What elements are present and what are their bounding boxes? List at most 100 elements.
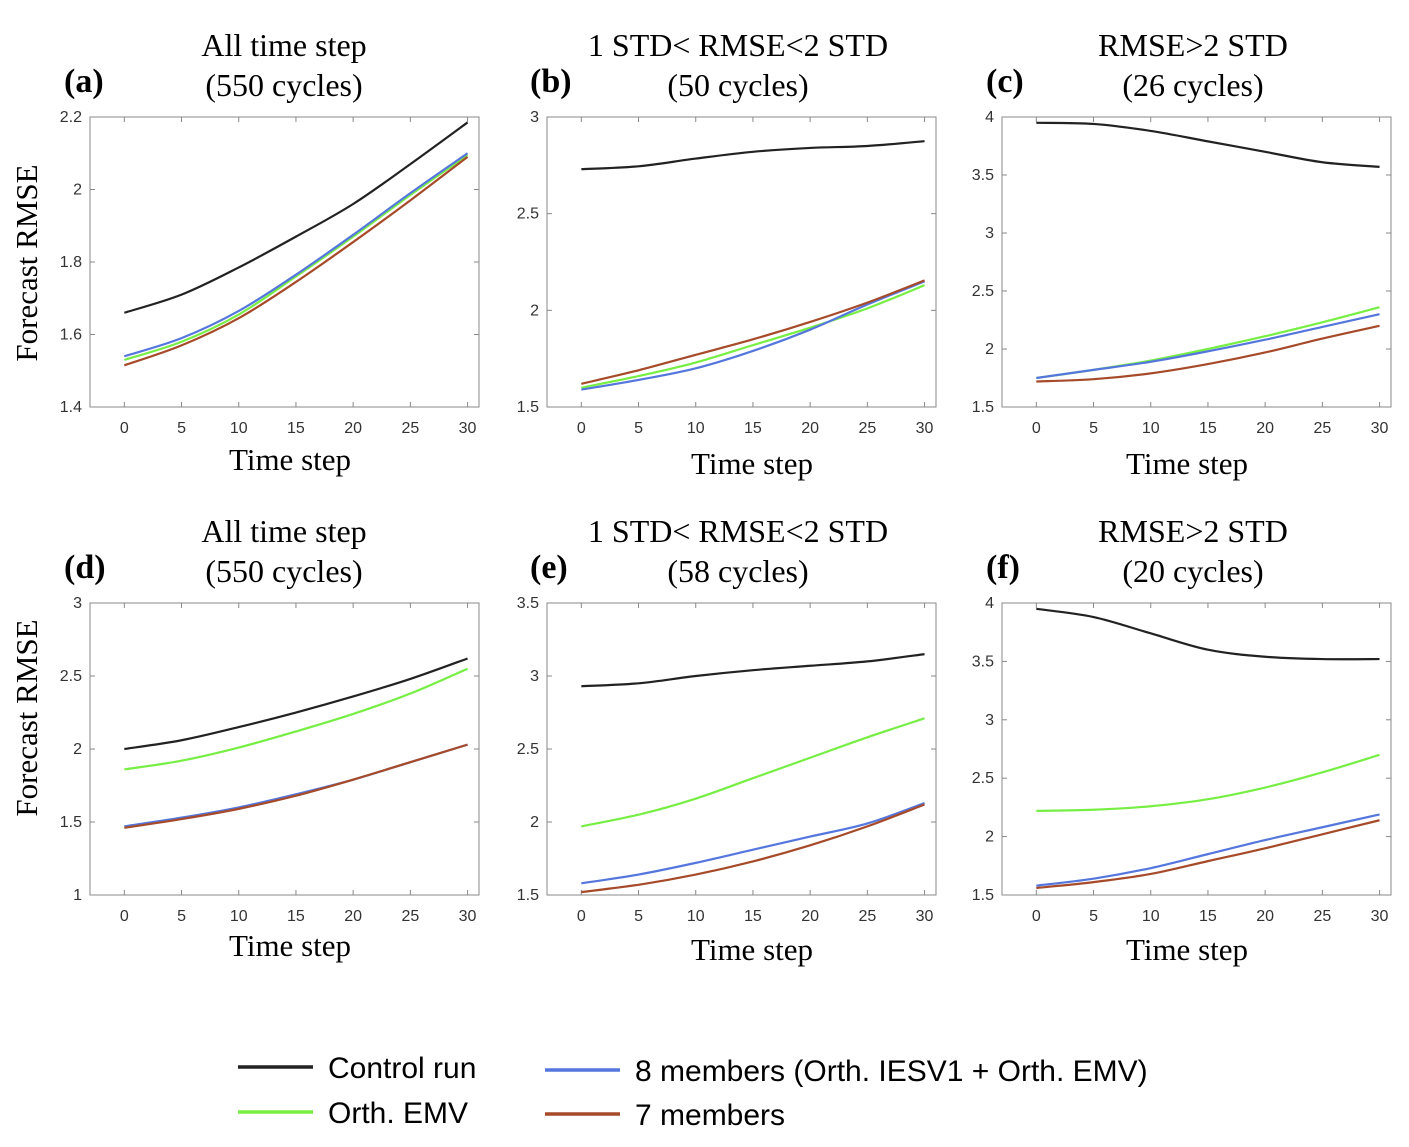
legend-label: Control run — [328, 1052, 476, 1085]
y-tick-label: 4 — [985, 595, 994, 612]
y-tick-label: 1.5 — [60, 814, 82, 831]
legend-label: 8 members (Orth. IESV1 + Orth. EMV) — [635, 1055, 1148, 1088]
legend-item-7-members: 7 members — [545, 1099, 785, 1132]
y-tick-label: 2 — [530, 814, 539, 831]
x-axis-label: Time step — [691, 446, 813, 481]
x-tick-label: 5 — [1089, 420, 1098, 437]
series-line-orth-emv — [123, 154, 469, 361]
x-tick-label: 25 — [401, 420, 419, 437]
legend-item-8-members: 8 members (Orth. IESV1 + Orth. EMV) — [545, 1055, 1148, 1088]
x-tick-label: 20 — [1256, 420, 1274, 437]
plot-area: 0 5 10 15 20 25 30 1.5 2 2.5 3 — [517, 109, 937, 437]
panel-a: All time step (550 cycles) (a) Time step… — [9, 27, 480, 477]
series-line-7-members — [124, 743, 468, 829]
y-tick-label: 1 — [73, 887, 82, 904]
panel-title-line1: All time step — [201, 513, 366, 549]
plot-area: 0 5 10 15 20 25 30 1.5 2 2.5 3 3.5 4 — [972, 595, 1392, 925]
x-tick-label: 25 — [858, 908, 876, 925]
y-tick-label: 2.2 — [60, 109, 82, 126]
x-tick-label: 10 — [687, 908, 705, 925]
panel-letter: (f) — [986, 549, 1020, 586]
x-tick-label: 20 — [344, 420, 362, 437]
panel-e: 1 STD< RMSE<2 STD (58 cycles) (e) Time s… — [517, 513, 937, 967]
x-axis-label: Time step — [229, 928, 351, 963]
x-tick-label: 15 — [287, 908, 305, 925]
legend-item-orth-emv: Orth. EMV — [238, 1097, 468, 1130]
series-line-orth-emv — [1036, 753, 1380, 812]
axes-frame — [89, 116, 480, 408]
panel-title-line1: 1 STD< RMSE<2 STD — [588, 513, 888, 549]
x-tick-label: 30 — [916, 908, 934, 925]
x-tick-label: 20 — [801, 908, 819, 925]
y-tick-label: 4 — [985, 109, 994, 126]
x-tick-label: 0 — [120, 908, 129, 925]
x-tick-label: 15 — [287, 420, 305, 437]
y-axis-label: Forecast RMSE — [9, 164, 44, 361]
x-tick-label: 0 — [120, 420, 129, 437]
y-tick-label: 2 — [73, 741, 82, 758]
y-tick-label: 1.4 — [60, 399, 82, 416]
x-tick-label: 15 — [744, 908, 762, 925]
series-line-7-members — [581, 803, 925, 894]
x-tick-label: 15 — [744, 420, 762, 437]
plot-area: 0 5 10 15 20 25 30 1 1.5 2 2.5 3 — [60, 595, 480, 925]
panel-letter: (d) — [64, 549, 106, 586]
legend-label: Orth. EMV — [328, 1097, 468, 1130]
series-line-control-run — [124, 657, 468, 751]
y-tick-label: 2 — [530, 302, 539, 319]
series-line-8-members-orth-iesv1-orth-emv — [581, 280, 925, 391]
x-tick-label: 5 — [1089, 908, 1098, 925]
y-tick-label: 2 — [985, 341, 994, 358]
y-tick-label: 1.6 — [60, 327, 82, 344]
x-tick-label: 30 — [1371, 908, 1389, 925]
panel-d: All time step (550 cycles) (d) Time step… — [9, 513, 480, 963]
axes-frame — [1001, 602, 1392, 896]
x-tick-label: 15 — [1199, 908, 1217, 925]
y-tick-label: 2.5 — [972, 770, 994, 787]
x-tick-label: 20 — [801, 420, 819, 437]
y-tick-label: 3 — [985, 712, 994, 729]
series-line-7-members — [1036, 324, 1380, 383]
series-line-orth-emv — [581, 717, 925, 828]
series-line-7-members — [123, 156, 469, 367]
series-line-7-members — [1036, 819, 1380, 890]
x-tick-label: 20 — [1256, 908, 1274, 925]
panel-title-line2: (58 cycles) — [667, 553, 808, 589]
y-tick-label: 3 — [530, 668, 539, 685]
panel-f: RMSE>2 STD (20 cycles) (f) Time step 0 5 1… — [972, 513, 1392, 967]
x-tick-label: 10 — [687, 420, 705, 437]
panel-title-line1: RMSE>2 STD — [1098, 513, 1288, 549]
panel-letter: (b) — [530, 63, 572, 100]
axes-frame — [89, 602, 480, 896]
y-tick-label: 1.5 — [972, 887, 994, 904]
plot-area: 0 5 10 15 20 25 30 1.4 1.6 1.8 2 2.2 — [60, 109, 480, 437]
y-tick-label: 1.5 — [517, 887, 539, 904]
series-line-8-members-orth-iesv1-orth-emv — [1036, 313, 1380, 380]
panel-c: RMSE>2 STD (26 cycles) (c) Time step 0 5 1… — [972, 27, 1392, 481]
x-tick-label: 30 — [916, 420, 934, 437]
series-line-control-run — [1036, 121, 1380, 168]
series-line-control-run — [581, 140, 925, 171]
panel-title-line1: All time step — [201, 27, 366, 63]
series-line-control-run — [1036, 607, 1380, 661]
y-tick-label: 3 — [73, 595, 82, 612]
x-tick-label: 0 — [577, 420, 586, 437]
y-tick-label: 2.5 — [517, 206, 539, 223]
plot-area: 0 5 10 15 20 25 30 1.5 2 2.5 3 3.5 — [517, 595, 937, 925]
x-tick-label: 0 — [1032, 908, 1041, 925]
panel-b: 1 STD< RMSE<2 STD (50 cycles) (b) Time s… — [517, 27, 937, 481]
y-tick-label: 2.5 — [517, 741, 539, 758]
x-tick-label: 30 — [459, 420, 477, 437]
x-tick-label: 25 — [858, 420, 876, 437]
panel-title-line1: 1 STD< RMSE<2 STD — [588, 27, 888, 63]
x-tick-label: 30 — [459, 908, 477, 925]
x-tick-label: 5 — [634, 908, 643, 925]
x-tick-label: 10 — [230, 420, 248, 437]
y-tick-label: 2 — [73, 182, 82, 199]
series-line-7-members — [581, 279, 925, 385]
x-axis-label: Time step — [229, 442, 351, 477]
x-tick-label: 25 — [1313, 908, 1331, 925]
legend-item-control-run: Control run — [238, 1052, 476, 1085]
y-tick-label: 1.5 — [972, 399, 994, 416]
